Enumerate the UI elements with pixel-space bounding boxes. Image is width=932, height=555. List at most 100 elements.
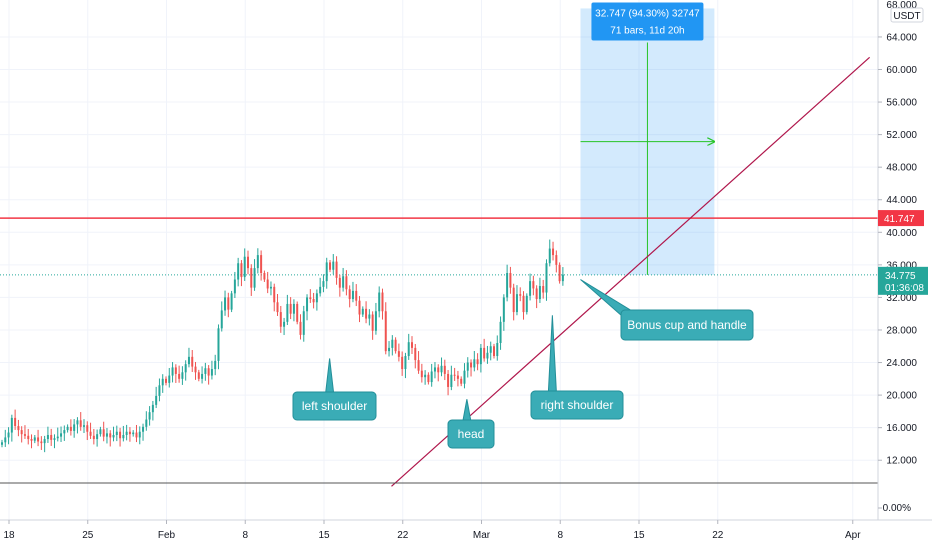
candle-body (122, 434, 125, 439)
time-axis[interactable]: 18 25 Feb 8 15 22 Mar 8 15 22 Apr (0, 519, 932, 541)
candle-body (115, 431, 118, 435)
candle-body (165, 378, 167, 383)
candle-body (335, 261, 338, 278)
candle-body (515, 294, 518, 313)
price-tick-label: 56.000 (886, 98, 917, 109)
candle-body (60, 433, 63, 437)
candle-body (417, 360, 420, 371)
price-axis[interactable]: 64.000 60.000 56.000 52.000 48.000 44.000 40.0… (877, 0, 917, 520)
candle-body (27, 435, 30, 440)
price-tick-label: 36.000 (886, 260, 917, 271)
candle-body (286, 303, 289, 322)
candle-body (237, 263, 240, 280)
candle-body (424, 374, 427, 378)
callout-label: left shoulder (302, 399, 367, 413)
candle-body (499, 321, 502, 344)
candle-body (273, 286, 276, 303)
candle-body (79, 420, 82, 427)
time-tick-label: 22 (712, 530, 724, 541)
countdown-label: 01:36:08 (885, 283, 924, 294)
candle-body (197, 372, 200, 379)
candle-body (83, 425, 85, 427)
candle-body (187, 356, 190, 365)
measure-label-box (591, 2, 704, 41)
candle-body (470, 362, 473, 368)
candle-body (342, 276, 345, 288)
candle-body (43, 439, 46, 444)
quote-currency-badge[interactable]: USDT (890, 7, 924, 23)
candle-body (358, 300, 361, 315)
candle-body (56, 436, 59, 439)
candle-body (135, 432, 138, 438)
candle-body (276, 302, 279, 313)
candle-body (401, 356, 404, 370)
measure-label-line1: 32.747 (94.30%) 32747 (595, 8, 700, 19)
candle-body (217, 328, 220, 361)
candle-body (214, 360, 217, 370)
candle-body (414, 347, 417, 361)
candle-body (148, 412, 151, 420)
time-tick-label: 25 (82, 530, 94, 541)
candle-body (10, 417, 13, 433)
candle-body (506, 273, 509, 298)
candle-body (365, 308, 368, 319)
candle-body (456, 375, 459, 379)
measure-tool[interactable]: 32.747 (94.30%) 32747 71 bars, 11d 20h (580, 2, 715, 275)
candle-body (155, 395, 158, 405)
annotations: left shoulder head right shoulder Bonus cup… (292, 279, 754, 449)
candle-body (388, 347, 391, 352)
candle-body (63, 430, 66, 434)
candle-body (351, 290, 354, 300)
candle-body (92, 435, 95, 440)
trendline[interactable] (391, 56, 871, 487)
candle-body (89, 431, 92, 436)
candle-body (345, 276, 348, 290)
candle-body (374, 311, 377, 331)
callout-box[interactable] (620, 309, 754, 341)
candle-body (525, 295, 528, 313)
candle-body (279, 312, 282, 327)
time-tick-label: Feb (158, 530, 176, 541)
candle-body (561, 274, 564, 282)
callout-box[interactable] (530, 390, 624, 420)
candle-body (348, 289, 351, 300)
candle-body (168, 375, 171, 383)
candle-body (420, 370, 423, 378)
candle-body (555, 255, 558, 265)
candle-body (322, 281, 325, 287)
candle-body (227, 297, 230, 310)
candle-body (332, 261, 335, 270)
price-tick-label: 64.000 (886, 32, 917, 43)
candle-body (299, 321, 302, 335)
candle-body (119, 431, 122, 439)
candle-body (371, 314, 374, 331)
candle-body (191, 356, 194, 367)
candle-body (151, 404, 154, 413)
candle-body (433, 367, 436, 372)
candle-body (535, 288, 538, 300)
grid-lines (0, 0, 878, 520)
price-tick-label: 44.000 (886, 195, 917, 206)
candle-body (325, 262, 328, 282)
candle-body (512, 287, 515, 313)
callout-box[interactable] (292, 391, 377, 421)
resistance-price-label: 41.747 (884, 214, 915, 225)
candle-body (207, 368, 210, 376)
candle-body (466, 362, 469, 371)
candle-body (184, 364, 187, 373)
candle-body (204, 368, 207, 374)
candle-body (266, 279, 269, 289)
callout-box[interactable] (447, 419, 495, 449)
candle-body (210, 369, 213, 376)
candle-body (37, 437, 40, 442)
candle-body (174, 367, 177, 374)
candle-body (69, 426, 72, 431)
candle-body (548, 248, 551, 264)
candle-body (319, 286, 322, 294)
candle-body (53, 438, 56, 440)
candle-body (17, 426, 20, 431)
price-tick-label: 28.000 (886, 325, 917, 336)
